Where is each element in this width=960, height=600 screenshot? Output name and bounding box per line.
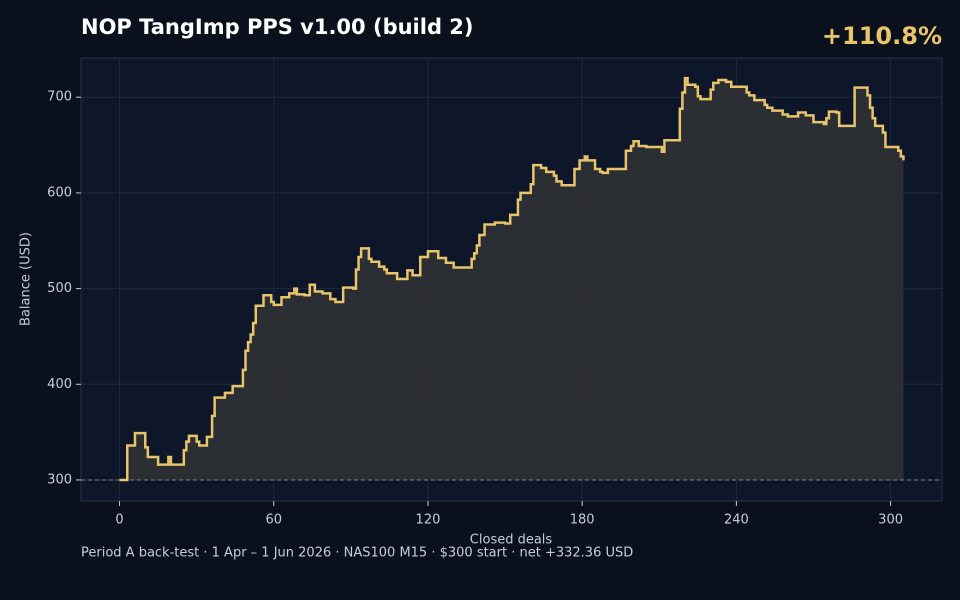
headline: +110.8% bbox=[822, 22, 942, 50]
balance-line bbox=[119, 76, 905, 482]
footer: Period A back-test · 1 Apr – 1 Jun 2026 … bbox=[81, 546, 633, 561]
x-tick-label: 60 bbox=[265, 513, 282, 528]
x-tick-label: 180 bbox=[570, 513, 595, 528]
x-axis-label: Closed deals bbox=[470, 533, 553, 548]
y-tick-label: 300 bbox=[47, 472, 72, 487]
x-tick-label: 240 bbox=[724, 513, 749, 528]
area bbox=[119, 78, 904, 480]
y-tick-label: 700 bbox=[47, 90, 72, 105]
chart-title: NOP TangImp PPS v1.00 (build 2) bbox=[81, 15, 474, 39]
x-tick-label: 300 bbox=[878, 513, 903, 528]
y-tick-label: 500 bbox=[47, 281, 72, 296]
x-tick-label: 0 bbox=[115, 513, 123, 528]
y-tick-label: 600 bbox=[47, 185, 72, 200]
y-tick-label: 400 bbox=[47, 377, 72, 392]
y-axis-label: Balance (USD) bbox=[19, 232, 34, 326]
x-tick-label: 120 bbox=[416, 513, 441, 528]
